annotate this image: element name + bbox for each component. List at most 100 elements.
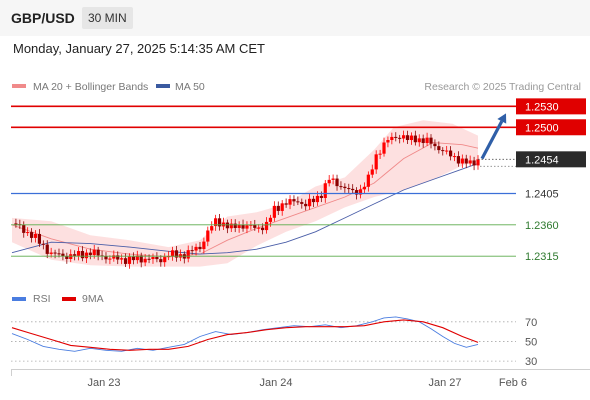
candle-body	[452, 156, 457, 158]
candle-body	[343, 186, 347, 189]
current-price-box	[516, 151, 586, 168]
candle-body	[468, 160, 472, 164]
candle-body	[390, 136, 394, 141]
candle-body	[370, 169, 374, 175]
candle-body	[49, 252, 53, 254]
candle-body	[33, 233, 38, 238]
candle-body	[425, 137, 429, 144]
x-tick-label: Jan 23	[87, 377, 120, 389]
rsi-plot: 70 50 30	[11, 316, 537, 368]
candle-body	[280, 203, 284, 211]
candle-body	[92, 249, 96, 256]
chart-header: GBP/USD 30 MIN	[0, 0, 590, 36]
candle-body	[139, 255, 143, 263]
candle-body	[272, 205, 276, 218]
candle-body	[401, 135, 406, 139]
candle-body	[323, 183, 327, 199]
candle-body	[198, 246, 202, 250]
candle-body	[339, 186, 343, 188]
candle-body	[225, 222, 229, 229]
candle-body	[476, 159, 480, 166]
candle-body	[37, 233, 42, 244]
candle-body	[22, 224, 26, 233]
candle-body	[464, 158, 468, 164]
candle-body	[170, 250, 175, 257]
x-tick-label: Jan 24	[259, 377, 292, 389]
candle-body	[245, 225, 249, 229]
candle-body	[14, 223, 18, 225]
candle-body	[394, 136, 398, 138]
candle-body	[190, 250, 194, 252]
rsi-tick-label: 70	[525, 317, 537, 329]
x-tick-label: Feb 6	[499, 377, 527, 389]
rsi-ma-line	[11, 319, 479, 351]
candle-body	[29, 232, 34, 238]
candle-body	[386, 140, 390, 143]
candles	[14, 130, 480, 269]
candle-body	[347, 188, 351, 190]
price-levels: 1.2530 1.2500 1.2405 1.2360 1.2315 1.2454	[11, 98, 586, 263]
candle-body	[123, 258, 128, 264]
candle-body	[421, 138, 425, 144]
candle-body	[206, 230, 210, 242]
candle-body	[382, 142, 386, 154]
candle-body	[61, 253, 65, 257]
candle-body	[413, 135, 417, 143]
candle-body	[233, 223, 237, 228]
rsi-tick-label: 30	[525, 356, 537, 368]
candle-body	[311, 198, 316, 203]
candle-body	[26, 232, 30, 234]
candle-body	[41, 243, 45, 245]
candle-body	[104, 256, 108, 260]
candle-body	[151, 256, 155, 260]
candle-body	[441, 150, 445, 152]
candle-body	[57, 253, 61, 255]
candle-body	[147, 258, 151, 260]
candle-body	[261, 227, 265, 231]
candle-body	[127, 256, 132, 264]
rsi-legend: RSI 9MA	[12, 293, 104, 305]
candle-body	[288, 199, 292, 205]
candle-body	[159, 259, 163, 263]
legend-label-ma50: MA 50	[175, 81, 205, 93]
candle-body	[433, 143, 437, 147]
candle-body	[327, 179, 331, 184]
level-label: 1.2500	[525, 122, 559, 134]
candle-body	[405, 135, 410, 141]
candle-body	[472, 160, 476, 166]
symbol-label: GBP/USD	[11, 10, 75, 26]
candle-body	[456, 156, 461, 164]
datetime-label: Monday, January 27, 2025 5:14:35 AM CET	[13, 41, 265, 56]
candle-body	[80, 251, 85, 259]
ma20-line	[11, 142, 479, 258]
candle-body	[257, 227, 261, 229]
candle-body	[331, 178, 335, 180]
candle-body	[202, 241, 206, 250]
candle-body	[69, 254, 73, 260]
level-label: 1.2530	[525, 101, 559, 113]
candle-body	[358, 189, 363, 195]
candle-body	[437, 146, 441, 151]
candle-body	[73, 254, 77, 256]
candle-body	[108, 258, 112, 260]
current-price-label: 1.2454	[525, 154, 559, 166]
forecast-arrow	[480, 120, 504, 160]
candle-body	[335, 178, 339, 187]
candle-body	[88, 252, 92, 256]
legend-swatch-rsi	[12, 297, 26, 301]
interval-button[interactable]: 30 MIN	[82, 7, 133, 29]
candle-body	[155, 256, 159, 260]
legend-swatch-ma20	[12, 84, 26, 88]
candle-body	[378, 153, 382, 155]
candle-body	[84, 252, 89, 259]
level-label-box	[516, 119, 586, 136]
candle-body	[284, 203, 288, 205]
level-label-box	[516, 98, 586, 115]
legend: MA 20 + Bollinger Bands MA 50 Research ©…	[12, 81, 581, 93]
main-plot	[11, 120, 480, 269]
candle-body	[217, 218, 222, 227]
candle-body	[186, 250, 190, 259]
candle-body	[429, 137, 433, 144]
x-axis: Jan 23 Jan 24 Jan 27 Feb 6	[11, 369, 590, 389]
